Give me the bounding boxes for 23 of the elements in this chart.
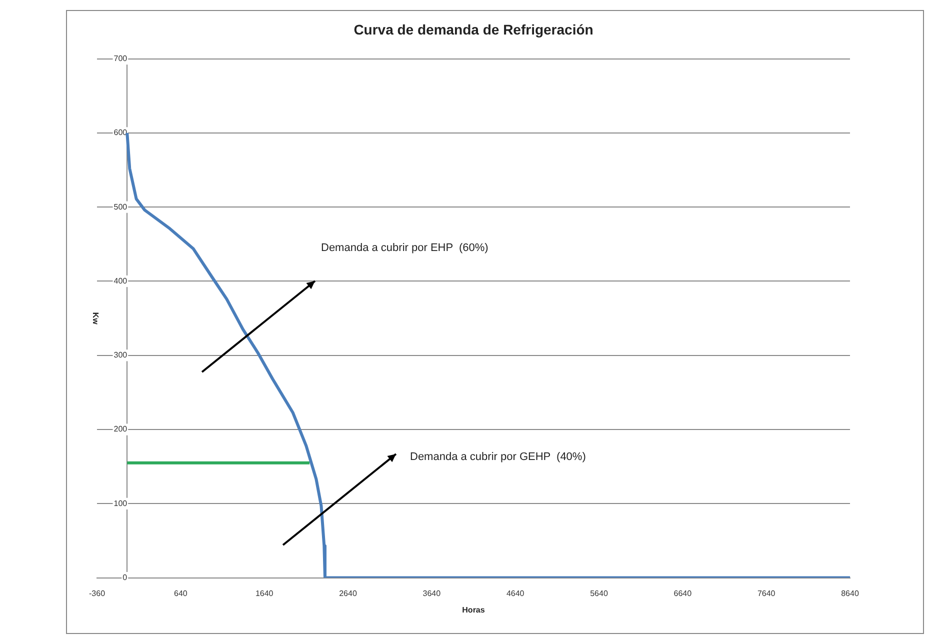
x-tick-label: 3640	[422, 588, 442, 598]
x-tick-label: 5640	[590, 588, 608, 598]
x-tick-label: 4640	[506, 588, 525, 598]
y-tick-label: 700	[114, 54, 128, 64]
annotation: Demanda a cubrir por GEHP (40%)	[410, 451, 586, 464]
y-tick-label: 200	[114, 424, 128, 434]
y-tick-label: 0	[122, 573, 128, 582]
y-axis-title: Kw	[90, 312, 100, 326]
x-tick-label: 6640	[674, 588, 692, 598]
x-tick-label: 8640	[841, 588, 860, 598]
chart-title: Curva de demanda de Refrigeración	[354, 21, 594, 38]
y-tick-label: 500	[114, 202, 128, 212]
x-tick-label: 1640	[255, 588, 274, 598]
x-tick-label: 2640	[339, 588, 358, 598]
x-tick-label: -360	[88, 588, 106, 598]
y-tick-label: 400	[114, 276, 128, 286]
x-axis-title: Horas	[462, 605, 486, 614]
x-tick-label: 7640	[757, 588, 776, 598]
x-tick-label: 640	[174, 588, 188, 598]
y-tick-label: 600	[114, 128, 128, 138]
y-tick-label: 300	[114, 350, 128, 360]
y-tick-label: 100	[114, 498, 128, 508]
annotation: Demanda a cubrir por EHP (60%)	[321, 242, 488, 254]
